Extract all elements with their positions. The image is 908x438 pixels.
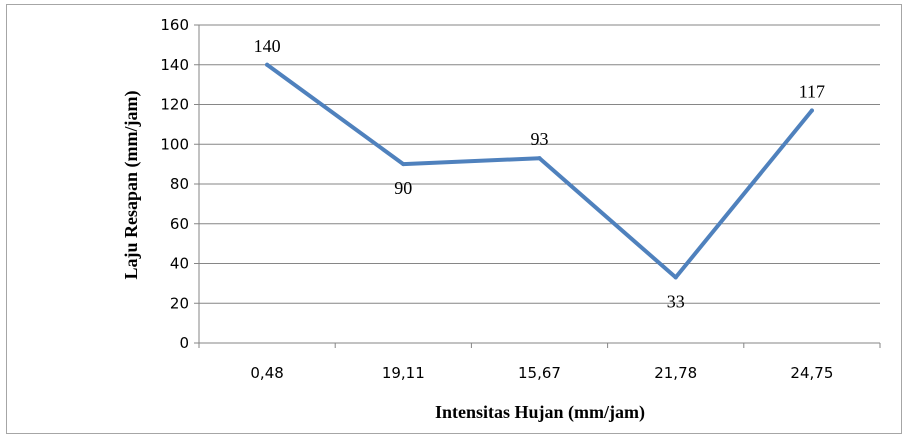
data-labels: 140 90 93 33 117 (254, 36, 825, 312)
y-tick-label-80: 80 (170, 175, 189, 193)
y-tick-label-140: 140 (160, 56, 189, 74)
x-axis: 0,48 19,11 15,67 21,78 24,75 (198, 343, 881, 382)
data-point-4 (673, 275, 678, 280)
y-axis: 0 20 40 60 80 100 120 140 160 (160, 16, 200, 352)
y-tick-label-100: 100 (160, 135, 189, 153)
y-tick-label-0: 0 (179, 334, 189, 352)
y-tick-label-160: 160 (160, 16, 189, 34)
data-point-2 (401, 162, 406, 167)
y-axis-title: Laju Resapan (mm/jam) (121, 91, 142, 280)
gridlines (199, 24, 880, 344)
y-tick-label-60: 60 (170, 215, 189, 233)
data-label-1: 140 (254, 36, 281, 56)
series-line-group (265, 62, 814, 280)
x-tick-label-2: 19,11 (382, 364, 425, 382)
data-label-3: 93 (531, 129, 549, 149)
data-label-2: 90 (394, 178, 412, 198)
data-label-4: 33 (667, 291, 685, 311)
data-point-3 (537, 156, 542, 161)
x-tick-label-1: 0,48 (250, 364, 283, 382)
x-tick-label-3: 15,67 (518, 364, 561, 382)
y-tick-label-40: 40 (170, 255, 189, 273)
data-label-5: 117 (799, 81, 825, 101)
data-point-1 (265, 62, 270, 67)
x-tick-label-4: 21,78 (654, 364, 697, 382)
chart-frame (6, 4, 902, 434)
series-line-1 (265, 62, 814, 280)
data-point-5 (809, 108, 814, 113)
x-axis-title: Intensitas Hujan (mm/jam) (435, 402, 645, 423)
y-tick-label-120: 120 (160, 96, 189, 114)
y-tick-label-20: 20 (170, 294, 189, 312)
x-tick-label-5: 24,75 (790, 364, 833, 382)
